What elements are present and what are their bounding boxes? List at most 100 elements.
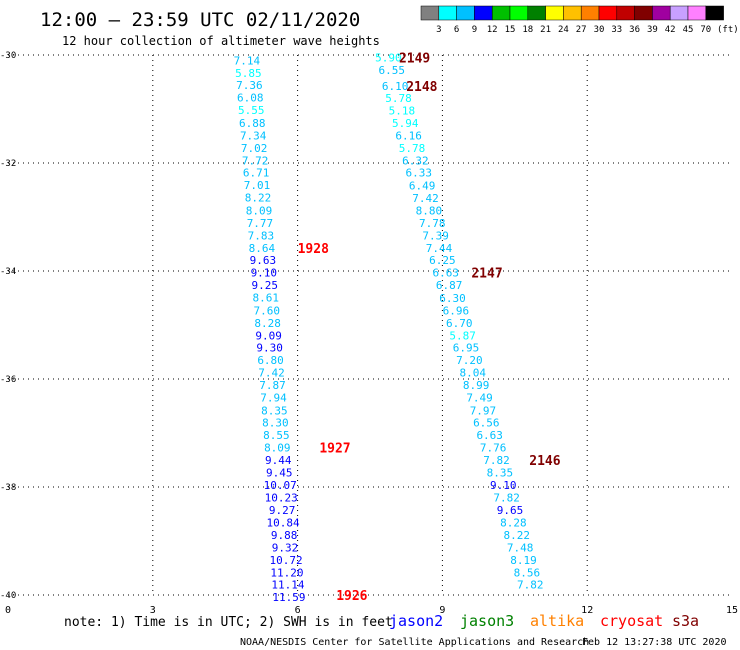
wave-height-value: 7.82 [517, 579, 544, 592]
wave-height-value: 8.30 [262, 417, 289, 430]
satellite-name-cryosat: cryosat [600, 612, 663, 630]
wave-height-value: 6.32 [402, 154, 429, 167]
pass-number-label: 1927 [319, 442, 350, 457]
color-scale-label: 36 [629, 25, 640, 35]
wave-height-value: 7.34 [240, 129, 267, 142]
wave-height-value: 9.88 [271, 529, 298, 542]
x-tick-label: 0 [5, 605, 11, 616]
x-tick-label: 3 [150, 605, 156, 616]
color-scale-label: 21 [540, 25, 551, 35]
x-tick-label: 15 [726, 605, 738, 616]
wave-height-value: 10.84 [267, 517, 300, 530]
wave-height-value: 8.28 [254, 317, 281, 330]
wave-height-value: 7.02 [241, 142, 268, 155]
color-scale-swatch [634, 5, 653, 21]
color-scale-swatch [598, 5, 618, 21]
wave-height-value: 6.25 [429, 254, 456, 267]
satellite-name-altika: altika [530, 612, 584, 630]
pass-number-label: 2149 [399, 52, 430, 67]
wave-height-value: 9.10 [251, 267, 278, 280]
wave-height-value: 7.83 [248, 229, 275, 242]
color-scale-label: 33 [611, 25, 622, 35]
wave-height-value: 7.78 [419, 217, 446, 230]
y-tick-label: -32 [0, 159, 16, 169]
color-scale-swatch [687, 5, 707, 21]
color-scale-label: 45 [683, 25, 694, 35]
wave-height-value: 7.87 [259, 379, 286, 392]
wave-height-value: 9.10 [490, 479, 517, 492]
y-tick-label: -36 [0, 375, 16, 385]
y-tick-label: -30 [0, 51, 16, 61]
wave-height-value: 8.99 [463, 379, 490, 392]
wave-height-value: 6.96 [443, 304, 470, 317]
wave-height-value: 9.65 [497, 504, 524, 517]
x-tick-label: 12 [581, 605, 593, 616]
wave-height-value: 10.07 [264, 479, 297, 492]
color-scale-label: 9 [472, 25, 477, 35]
wave-height-value: 7.39 [422, 229, 449, 242]
wave-height-value: 8.35 [261, 404, 288, 417]
color-scale-label: 27 [576, 25, 587, 35]
color-scale-unit: (ft) [717, 25, 739, 35]
wave-height-value: 5.87 [449, 329, 476, 342]
wave-height-value: 8.35 [487, 466, 514, 479]
y-tick-label: -34 [0, 267, 16, 277]
wave-height-value: 11.20 [270, 566, 303, 579]
color-scale-label: 24 [558, 25, 569, 35]
wave-height-value: 8.56 [514, 566, 541, 579]
x-tick-label: 6 [295, 605, 301, 616]
wave-height-value: 6.08 [237, 92, 264, 105]
wave-height-value: 8.64 [249, 242, 276, 255]
wave-height-value: 7.97 [470, 404, 497, 417]
wave-height-value: 6.95 [453, 342, 480, 355]
wave-height-value: 5.18 [389, 105, 416, 118]
wave-height-value: 8.61 [252, 291, 279, 304]
wave-height-value: 6.70 [446, 317, 473, 330]
wave-height-value: 8.22 [245, 192, 272, 205]
color-scale-label: 15 [505, 25, 516, 35]
satellite-name-s3a: s3a [672, 612, 699, 630]
wave-height-value: 7.36 [236, 79, 263, 92]
wave-height-value: 9.30 [256, 342, 283, 355]
wave-height-value: 5.94 [392, 117, 419, 130]
wave-height-value: 7.82 [493, 491, 520, 504]
wave-height-value: 6.63 [433, 267, 460, 280]
wave-height-value: 10.23 [265, 491, 298, 504]
color-scale-swatch [491, 5, 511, 21]
wave-height-value: 8.09 [264, 442, 291, 455]
wave-height-value: 6.16 [395, 129, 422, 142]
satellite-legend: jason2 jason3 altika cryosat s3a [389, 612, 699, 630]
wave-height-value: 7.60 [253, 304, 280, 317]
color-scale-label: 18 [522, 25, 533, 35]
pass-number-label: 2147 [471, 267, 502, 282]
color-scale-label: 3 [436, 25, 441, 35]
wave-height-value: 6.63 [476, 429, 503, 442]
color-scale-swatch [438, 5, 457, 21]
wave-height-value: 10.72 [269, 554, 302, 567]
pass-number-label: 2146 [529, 454, 560, 469]
wave-height-value: 7.72 [242, 154, 269, 167]
wave-height-value: 6.33 [405, 167, 432, 180]
chart-title: 12:00 – 23:59 UTC 02/11/2020 [40, 9, 360, 31]
wave-height-value: 7.42 [412, 192, 439, 205]
wave-height-value: 6.49 [409, 180, 436, 193]
color-scale-label: 6 [454, 25, 459, 35]
wave-height-value: 7.44 [426, 242, 453, 255]
pass-number-label: 2148 [406, 80, 437, 95]
wave-height-value: 9.27 [269, 504, 296, 517]
wave-height-value: 7.20 [456, 354, 483, 367]
wave-height-value: 7.76 [480, 442, 507, 455]
wave-height-value: 7.01 [244, 179, 271, 192]
wave-height-value: 5.90 [375, 52, 402, 65]
wave-height-value: 9.63 [250, 254, 277, 267]
color-scale-swatch [545, 5, 564, 21]
wave-height-value: 6.10 [382, 80, 409, 93]
plot-grid [8, 54, 732, 596]
wave-height-value: 7.14 [234, 54, 261, 67]
color-scale-swatch [705, 5, 724, 21]
y-tick-label: -38 [0, 483, 16, 493]
wave-height-value: 7.48 [507, 541, 534, 554]
pass-number-labels: 1928 1927 1926 2149 2148 2147 2146 [298, 52, 561, 604]
wave-height-value: 9.32 [272, 541, 299, 554]
